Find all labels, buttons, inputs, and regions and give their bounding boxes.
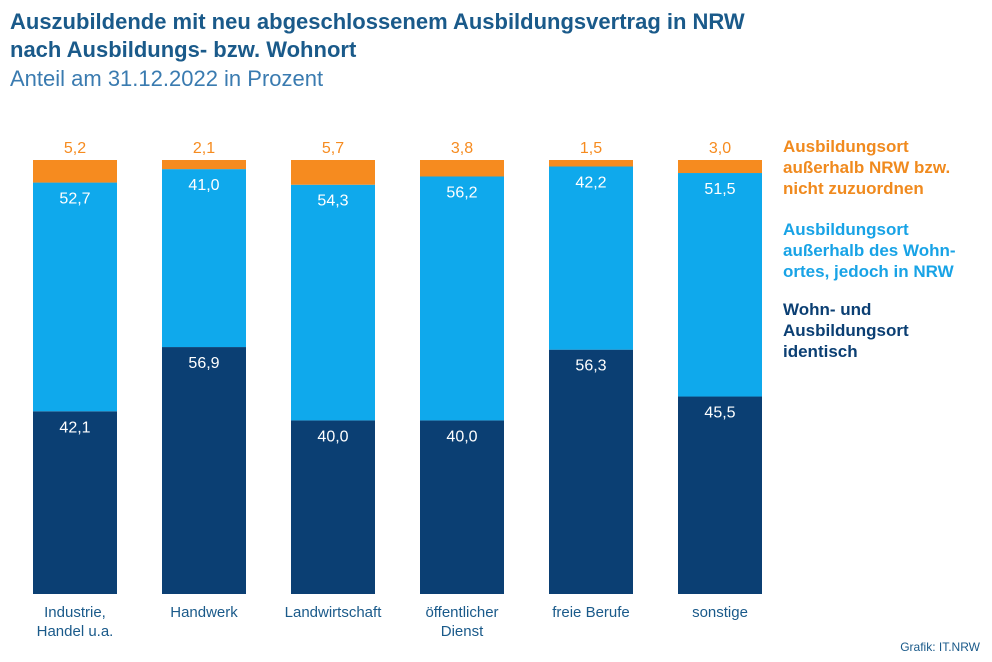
chart-title-line-2: nach Ausbildungs- bzw. Wohnort xyxy=(10,37,357,62)
category-label-3-line-1: Dienst xyxy=(441,623,484,640)
legend-wohnort-line-3: ortes, jedoch in NRW xyxy=(783,262,954,281)
bar-identisch-4 xyxy=(549,349,633,594)
category-label-3-line-0: öffentlicher xyxy=(425,604,498,621)
value-label-ausserhalb-5: 3,0 xyxy=(709,140,731,157)
legend-entry-identisch: Wohn- und Ausbildungsort identisch xyxy=(783,299,988,362)
bar-identisch-1 xyxy=(162,347,246,594)
chart-subtitle: Anteil am 31.12.2022 in Prozent xyxy=(10,66,324,91)
value-label-identisch-5: 45,5 xyxy=(704,405,735,422)
legend-ausserhalb-line-1: Ausbildungsort xyxy=(783,137,909,156)
bar-identisch-5 xyxy=(678,396,762,594)
value-label-ausserhalb-3: 3,8 xyxy=(451,140,473,157)
bar-ausserhalb-3 xyxy=(420,160,504,177)
bar-wohnort-4 xyxy=(549,166,633,350)
value-label-identisch-3: 40,0 xyxy=(446,428,477,445)
value-label-identisch-4: 56,3 xyxy=(575,358,606,375)
bar-wohnort-5 xyxy=(678,173,762,397)
value-label-wohnort-0: 52,7 xyxy=(59,191,90,208)
bar-wohnort-2 xyxy=(291,184,375,421)
value-label-wohnort-3: 56,2 xyxy=(446,184,477,201)
chart-title: Auszubildende mit neu abgeschlossenem Au… xyxy=(10,8,910,64)
bar-identisch-3 xyxy=(420,420,504,594)
bar-identisch-0 xyxy=(33,411,117,594)
category-label-5-line-0: sonstige xyxy=(692,604,748,621)
value-label-ausserhalb-2: 5,7 xyxy=(322,140,344,157)
value-label-identisch-0: 42,1 xyxy=(59,419,90,436)
bar-identisch-2 xyxy=(291,420,375,594)
value-label-wohnort-1: 41,0 xyxy=(188,177,219,194)
value-label-wohnort-2: 54,3 xyxy=(317,193,348,210)
value-label-identisch-2: 40,0 xyxy=(317,428,348,445)
bar-ausserhalb-2 xyxy=(291,160,375,185)
value-label-identisch-1: 56,9 xyxy=(188,355,219,372)
bar-ausserhalb-0 xyxy=(33,160,117,183)
value-label-wohnort-4: 42,2 xyxy=(575,175,606,192)
bar-wohnort-1 xyxy=(162,169,246,348)
legend-entry-ausserhalb-nrw: Ausbildungsort außerhalb NRW bzw. nicht … xyxy=(783,136,988,199)
category-label-2-line-0: Landwirtschaft xyxy=(285,604,383,621)
legend-wohnort-line-1: Ausbildungsort xyxy=(783,220,909,239)
bar-ausserhalb-1 xyxy=(162,160,246,170)
value-label-wohnort-5: 51,5 xyxy=(704,181,735,198)
category-label-4-line-0: freie Berufe xyxy=(552,604,630,621)
legend-entry-ausserhalb-wohnort: Ausbildungsort außerhalb des Wohn- ortes… xyxy=(783,219,988,282)
legend-ausserhalb-line-2: außerhalb NRW bzw. xyxy=(783,158,951,177)
category-label-0-line-1: Handel u.a. xyxy=(37,623,114,640)
category-label-0-line-0: Industrie, xyxy=(44,604,106,621)
source-credit: Grafik: IT.NRW xyxy=(900,640,980,654)
bar-wohnort-3 xyxy=(420,176,504,421)
legend-identisch-line-1: Wohn- und xyxy=(783,300,872,319)
legend-identisch-line-2: Ausbildungsort xyxy=(783,321,909,340)
legend-ausserhalb-line-3: nicht zuzuordnen xyxy=(783,179,924,198)
bar-wohnort-0 xyxy=(33,182,117,412)
value-label-ausserhalb-1: 2,1 xyxy=(193,140,215,157)
bar-ausserhalb-5 xyxy=(678,160,762,174)
legend-wohnort-line-2: außerhalb des Wohn- xyxy=(783,241,956,260)
bar-ausserhalb-4 xyxy=(549,160,633,167)
chart-title-line-1: Auszubildende mit neu abgeschlossenem Au… xyxy=(10,9,745,34)
legend-identisch-line-3: identisch xyxy=(783,342,858,361)
category-label-1-line-0: Handwerk xyxy=(170,604,238,621)
value-label-ausserhalb-0: 5,2 xyxy=(64,140,86,157)
value-label-ausserhalb-4: 1,5 xyxy=(580,140,602,157)
